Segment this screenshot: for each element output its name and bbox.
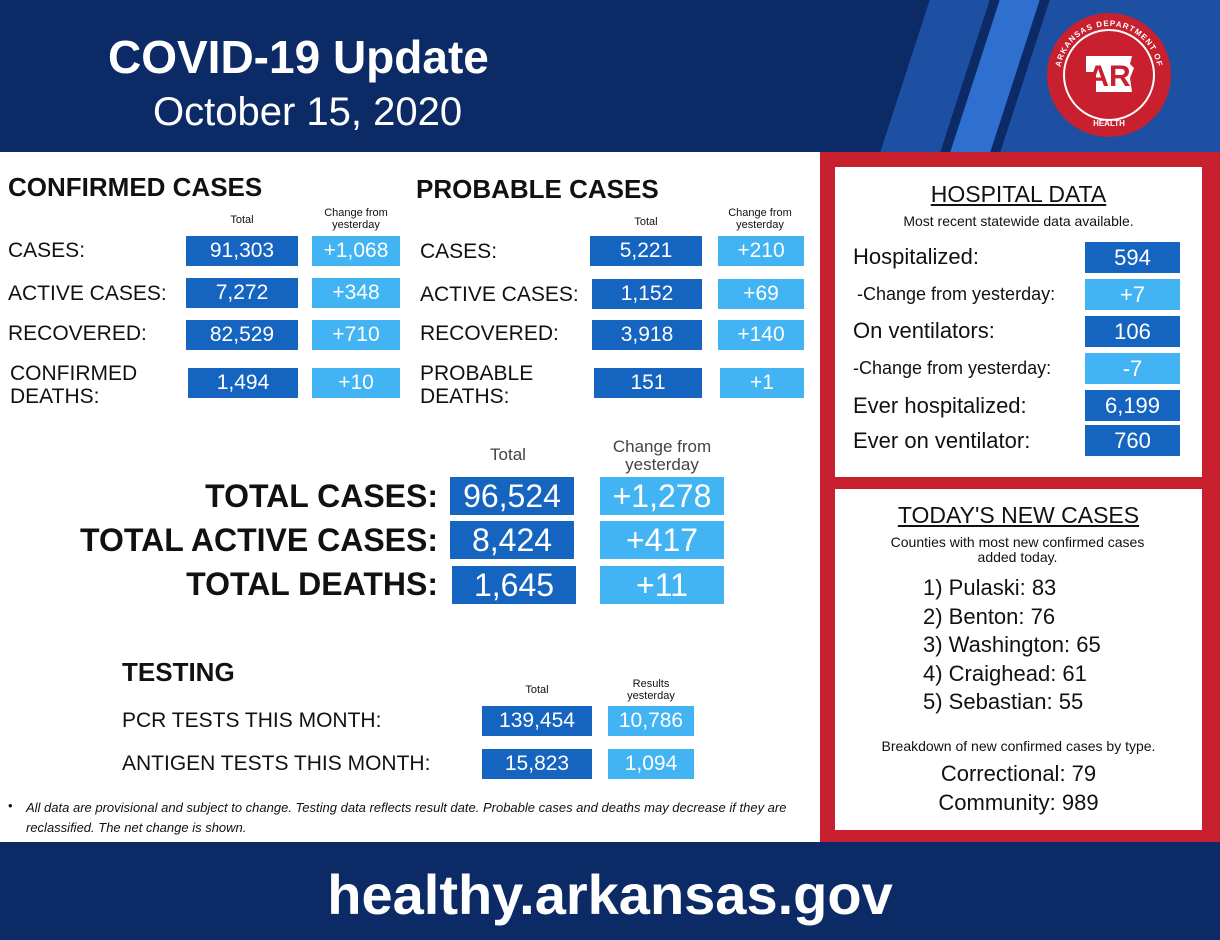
new-cases-title: TODAY'S NEW CASES	[897, 502, 1140, 528]
probable-deaths-change: +1	[720, 368, 804, 398]
new-cases-subtitle: Counties with most new confirmed cases a…	[890, 534, 1145, 565]
probable-deaths-total: 151	[594, 368, 702, 398]
total-deaths-label: TOTAL DEATHS:	[186, 566, 438, 602]
total-active-total: 8,424	[450, 521, 574, 559]
footer-banner	[0, 842, 1220, 940]
probable-active-change: +69	[718, 279, 804, 309]
confirmed-active-change: +348	[312, 278, 400, 308]
total-cases-total: 96,524	[450, 477, 574, 515]
probable-deaths-label: PROBABLE DEATHS:	[420, 362, 534, 408]
breakdown-label: Breakdown of new confirmed cases by type…	[881, 738, 1156, 754]
pcr-tests-results: 10,786	[608, 706, 694, 736]
confirmed-active-label: ACTIVE CASES:	[8, 282, 167, 305]
confirmed-recovered-total: 82,529	[186, 320, 298, 350]
probable-cases-change: +210	[718, 236, 804, 266]
testing-title: TESTING	[122, 657, 235, 687]
confirmed-cases-change: +1,068	[312, 236, 400, 266]
probable-change-header: Change from yesterday	[728, 207, 792, 231]
seal-bottom-text: HEALTH	[1093, 119, 1125, 128]
antigen-tests-results: 1,094	[608, 749, 694, 779]
total-cases-label: TOTAL CASES:	[205, 478, 438, 514]
footer-url-link[interactable]: healthy.arkansas.gov	[327, 863, 893, 926]
county-item-4: 4) Craighead: 61	[923, 661, 1087, 686]
header-banner	[0, 0, 1220, 152]
total-active-change: +417	[600, 521, 724, 559]
total-cases-change: +1,278	[600, 477, 724, 515]
probable-cases-total: 5,221	[590, 236, 702, 266]
probable-active-total: 1,152	[592, 279, 702, 309]
new-cases-box	[835, 489, 1202, 830]
breakdown-community: Community: 989	[938, 790, 1099, 815]
breakdown-correctional: Correctional: 79	[940, 761, 1097, 786]
hospitalized-change-label: -Change from yesterday:	[857, 284, 1056, 304]
confirmed-recovered-label: RECOVERED:	[8, 322, 147, 345]
confirmed-cases-title: CONFIRMED CASES	[8, 172, 263, 202]
county-item-3: 3) Washington: 65	[923, 632, 1101, 657]
hospital-data-subtitle: Most recent statewide data available.	[903, 213, 1134, 229]
on-ventilators-label: On ventilators:	[853, 318, 995, 343]
county-item-2: 2) Benton: 76	[923, 604, 1056, 629]
footnote: All data are provisional and subject to …	[26, 800, 787, 835]
confirmed-active-total: 7,272	[186, 278, 298, 308]
confirmed-deaths-label: CONFIRMED DEATHS:	[10, 362, 138, 408]
hospitalized-change-value: +7	[1085, 279, 1180, 310]
probable-total-header: Total	[634, 216, 658, 228]
probable-recovered-label: RECOVERED:	[420, 322, 559, 345]
page-title: COVID-19 Update	[108, 31, 489, 83]
seal-logo-text: AR	[1087, 60, 1131, 93]
total-deaths-total: 1,645	[452, 566, 576, 604]
probable-active-label: ACTIVE CASES:	[420, 283, 579, 306]
pcr-tests-total: 139,454	[482, 706, 592, 736]
confirmed-recovered-change: +710	[312, 320, 400, 350]
hospitalized-value: 594	[1085, 242, 1180, 273]
probable-recovered-total: 3,918	[592, 320, 702, 350]
pcr-tests-label: PCR TESTS THIS MONTH:	[122, 709, 382, 732]
ventilators-change-value: -7	[1085, 353, 1180, 384]
hospital-data-title: HOSPITAL DATA	[930, 181, 1107, 207]
on-ventilators-value: 106	[1085, 316, 1180, 347]
hospitalized-label: Hospitalized:	[853, 244, 979, 269]
ever-on-ventilator-label: Ever on ventilator:	[853, 428, 1031, 453]
testing-results-header: Results yesterday	[627, 678, 675, 702]
ever-on-ventilator-value: 760	[1085, 425, 1180, 456]
ever-hospitalized-label: Ever hospitalized:	[853, 393, 1027, 418]
antigen-tests-label: ANTIGEN TESTS THIS MONTH:	[122, 752, 431, 775]
probable-cases-title: PROBABLE CASES	[416, 174, 659, 204]
totals-change-header: Change from yesterday	[612, 437, 712, 474]
confirmed-cases-total: 91,303	[186, 236, 298, 266]
total-active-label: TOTAL ACTIVE CASES:	[80, 522, 438, 558]
footnote-bullet: •	[8, 798, 13, 813]
county-item-1: 1) Pulaski: 83	[923, 575, 1057, 600]
ventilators-change-label: -Change from yesterday:	[853, 358, 1052, 378]
county-item-5: 5) Sebastian: 55	[923, 689, 1084, 714]
department-seal-logo: AR ARKANSAS DEPARTMENT OF HEALTH	[1047, 13, 1171, 137]
confirmed-deaths-change: +10	[312, 368, 400, 398]
probable-recovered-change: +140	[718, 320, 804, 350]
total-deaths-change: +11	[600, 566, 724, 604]
antigen-tests-total: 15,823	[482, 749, 592, 779]
confirmed-change-header: Change from yesterday	[324, 207, 388, 231]
page-date: October 15, 2020	[153, 90, 463, 134]
confirmed-cases-label: CASES:	[8, 239, 86, 262]
ever-hospitalized-value: 6,199	[1085, 390, 1180, 421]
confirmed-total-header: Total	[230, 214, 254, 226]
probable-cases-label: CASES:	[420, 240, 498, 263]
testing-total-header: Total	[525, 684, 549, 696]
confirmed-deaths-total: 1,494	[188, 368, 298, 398]
totals-total-header: Total	[490, 445, 526, 464]
